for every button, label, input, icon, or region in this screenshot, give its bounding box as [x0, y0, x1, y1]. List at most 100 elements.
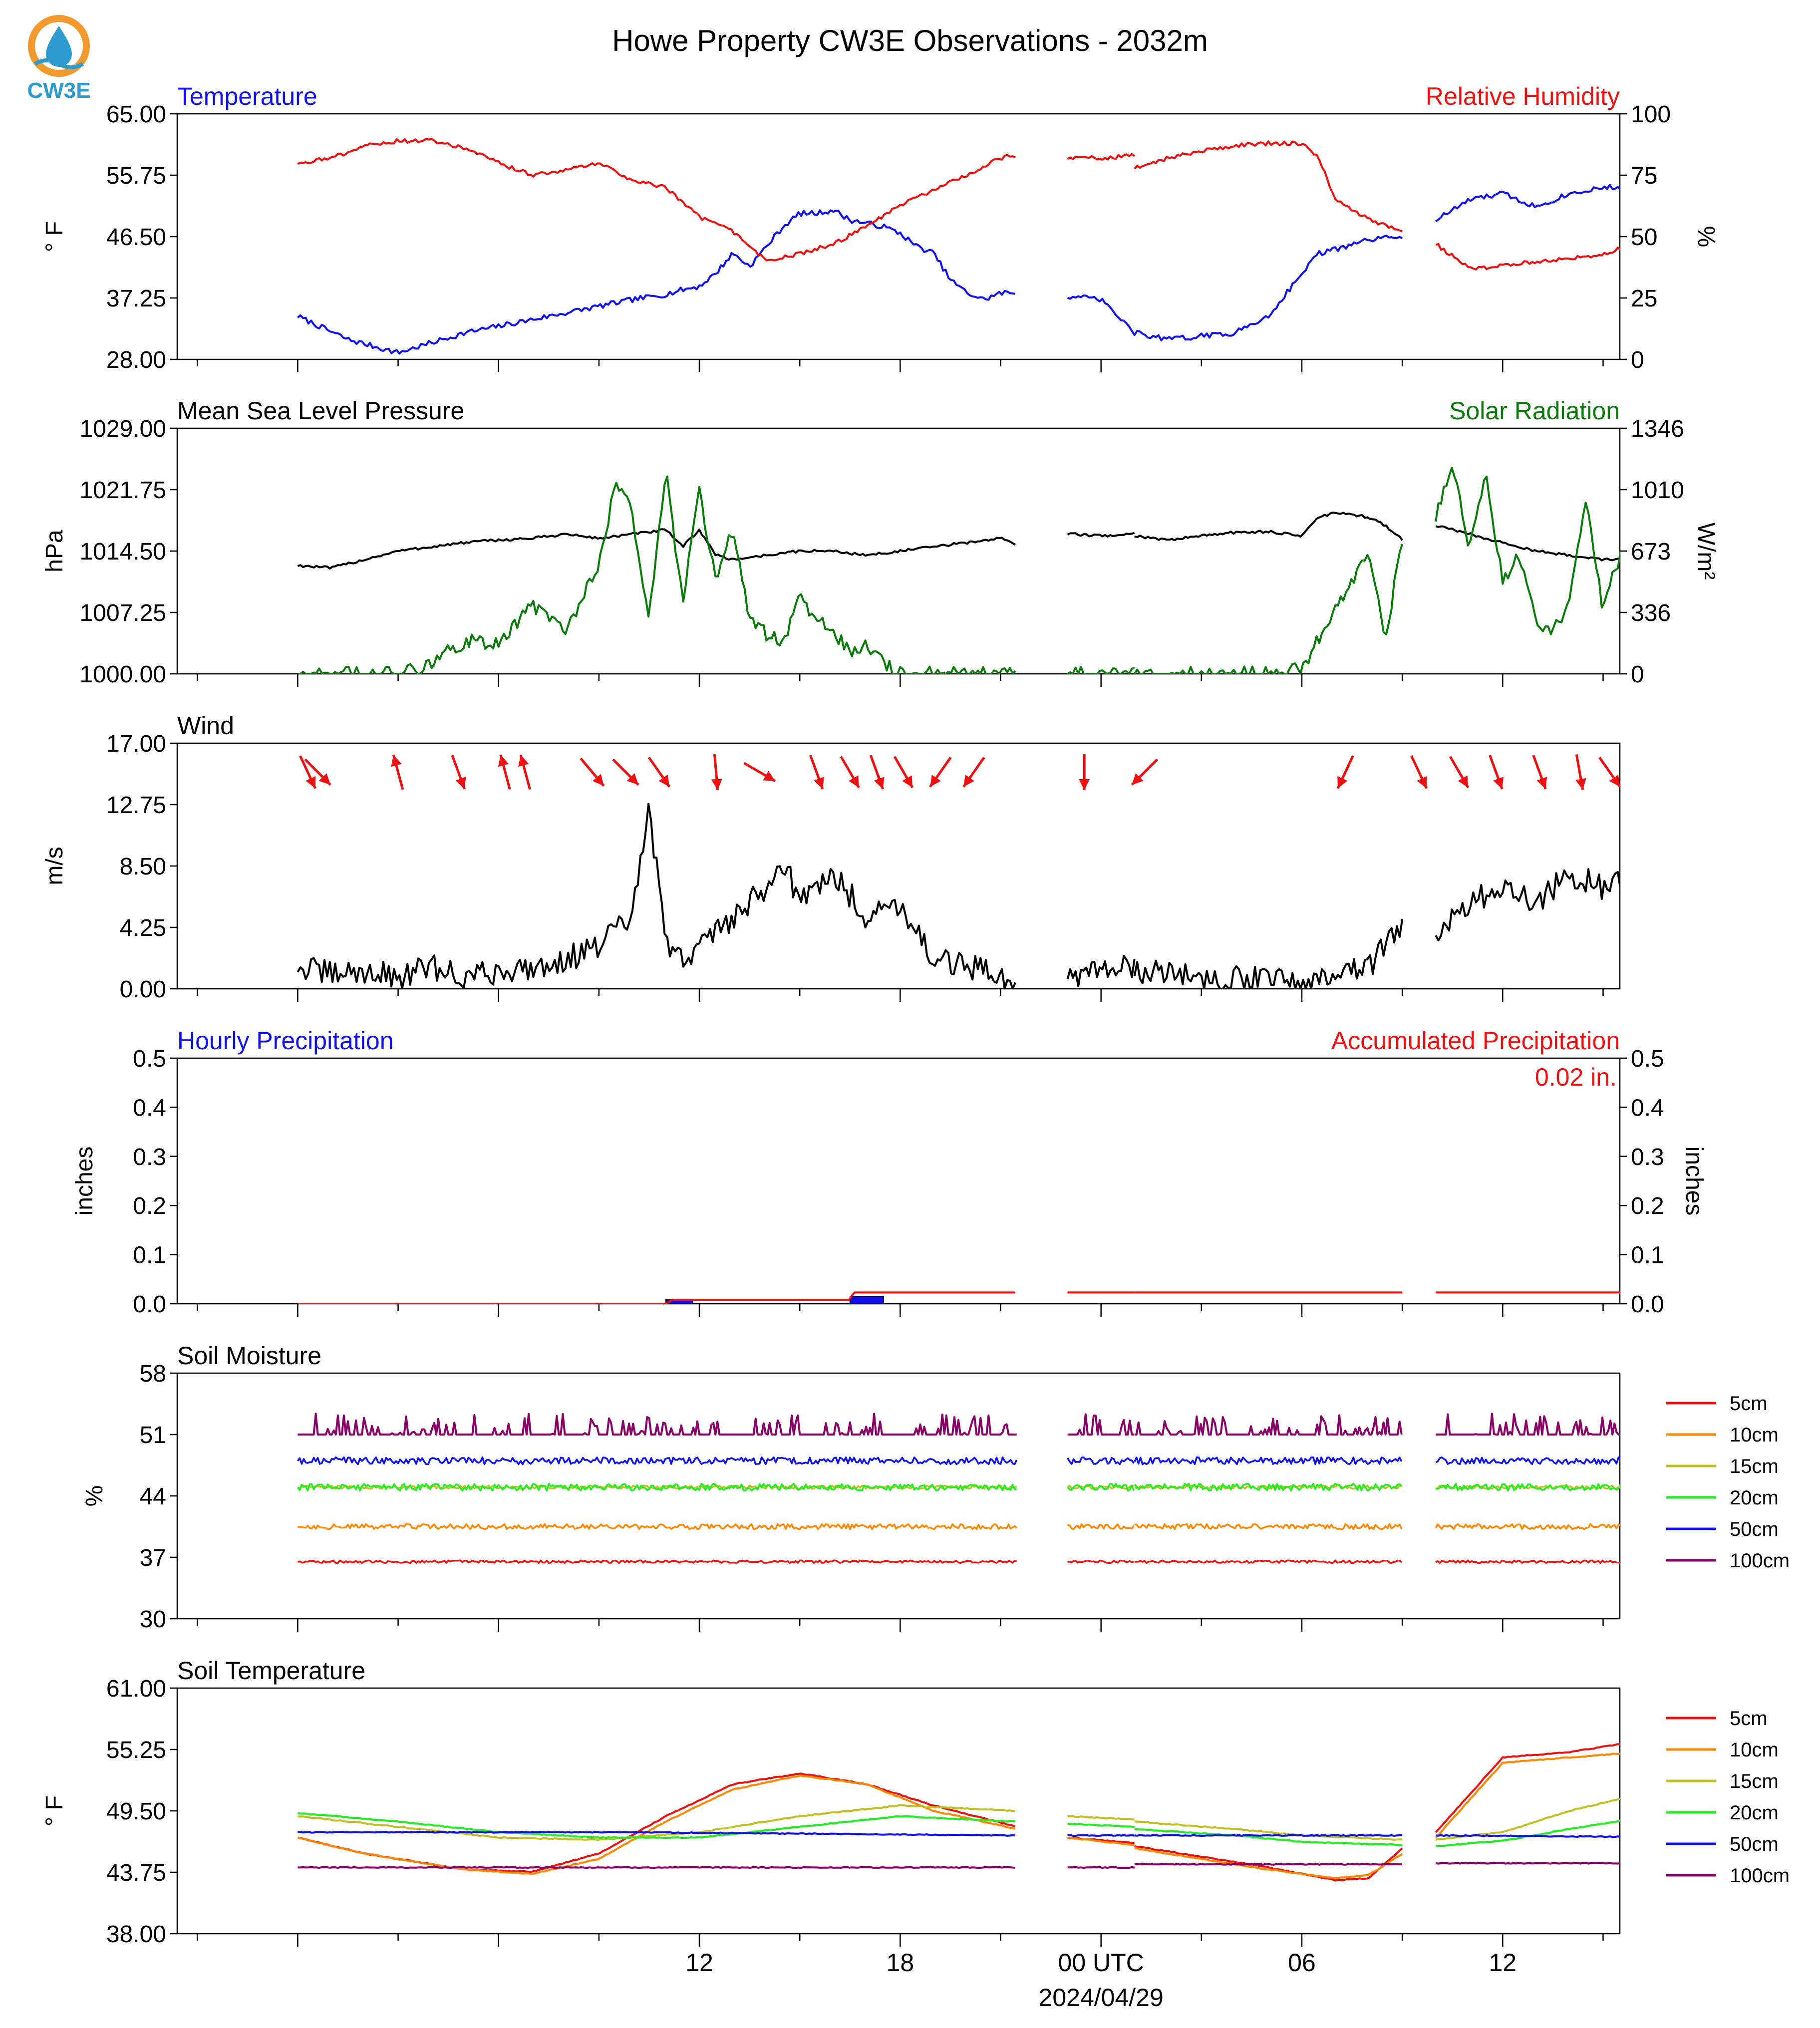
y-tick-label: 28.00 [106, 347, 166, 373]
legend-label: 15cm [1730, 1770, 1779, 1792]
y-right-tick-label: 25 [1631, 286, 1657, 312]
y-right-tick-label: 1010 [1631, 477, 1684, 504]
y-axis-label: hPa [41, 530, 68, 573]
series-line [1067, 153, 1135, 161]
y-right-tick-label: 0.2 [1631, 1193, 1664, 1219]
series-line [1134, 1834, 1403, 1837]
series-line [1435, 243, 1620, 271]
plot-area [298, 1291, 1620, 1304]
y-tick-label: 38.00 [106, 1921, 166, 1948]
wind-arrow-head [626, 773, 638, 785]
y-right-tick-label: 1346 [1631, 416, 1684, 442]
series-line [297, 1812, 1016, 1839]
panel-left-title: Temperature [177, 82, 317, 110]
wind-arrow-head [1417, 776, 1427, 789]
plot-area [297, 1413, 1620, 1564]
series-line [1067, 1836, 1135, 1846]
wind-arrow [962, 756, 985, 788]
y-right-tick-label: 0 [1631, 347, 1644, 373]
wind-arrow-shaft [1661, 757, 1679, 788]
series-line [297, 1482, 1017, 1492]
y-tick-label: 55.25 [106, 1737, 166, 1763]
y-tick-label: 12.75 [106, 792, 166, 819]
wind-arrow-head [874, 777, 885, 789]
series-line [1435, 1752, 1620, 1838]
wind-arrow [1449, 756, 1470, 789]
wind-arrow [1575, 754, 1586, 790]
series-line [1134, 1845, 1403, 1882]
y-tick-label: 49.50 [106, 1798, 166, 1825]
y-tick-label: 0.5 [133, 1046, 166, 1072]
series-line [1134, 1456, 1403, 1465]
legend-label: 100cm [1730, 1550, 1790, 1572]
series-line [298, 1523, 1017, 1530]
x-tick-label: 00 UTC [1058, 1949, 1144, 1977]
y-tick-label: 0.00 [120, 976, 166, 1003]
series-line [1134, 140, 1403, 233]
wind-arrow [1336, 755, 1354, 789]
series-line [1134, 511, 1403, 542]
series-line [1435, 525, 1620, 562]
plot-area [297, 467, 1620, 674]
panel-right-title: Solar Radiation [1449, 397, 1620, 425]
y-tick-label: 37.25 [106, 286, 166, 312]
series-line [1134, 1863, 1403, 1866]
series-line [297, 528, 1016, 570]
y-tick-label: 46.50 [106, 224, 166, 251]
series-line [1134, 544, 1404, 674]
series-line [1066, 955, 1136, 987]
wind-arrow [711, 754, 722, 790]
panel-left-title: Hourly Precipitation [177, 1027, 394, 1055]
y-tick-label: 4.25 [120, 915, 166, 941]
series-line [1435, 467, 1620, 635]
plot-frame [176, 742, 1621, 990]
wind-arrow [391, 754, 404, 790]
series-line [1436, 1834, 1620, 1838]
legend-label: 20cm [1730, 1802, 1779, 1824]
y-axis-label: ° F [41, 221, 68, 252]
wind-arrow [1661, 757, 1679, 788]
plot-area [297, 1743, 1620, 1882]
y-right-tick-label: 0 [1631, 661, 1644, 688]
panel-soil_temperature: 61.00 55.25 49.50 43.75 38.00 Soil Temperatur… [41, 1657, 1790, 1948]
wind-arrow-head [1609, 775, 1620, 787]
legend-label: 50cm [1730, 1518, 1779, 1540]
series-line [1134, 1559, 1402, 1564]
series-line [1435, 1862, 1620, 1865]
y-tick-label: 37 [140, 1545, 166, 1571]
y-right-axis-label: inches [1681, 1147, 1707, 1216]
series-line [1436, 1413, 1620, 1436]
y-right-tick-label: 50 [1631, 224, 1657, 251]
y-tick-label: 43.75 [106, 1860, 166, 1886]
y-tick-label: 1007.25 [79, 600, 166, 626]
panel-wind: 17.00 12.75 8.50 4.25 0.00 Wind m/s [41, 712, 1679, 1003]
wind-arrow [893, 756, 914, 789]
wind-arrow-head [593, 774, 604, 786]
wind-arrow [299, 755, 316, 789]
y-tick-label: 51 [140, 1422, 166, 1449]
wind-arrow-head [305, 776, 316, 789]
series-line [1067, 1456, 1135, 1465]
series-line [1435, 1559, 1620, 1564]
plot-frame [176, 113, 1621, 360]
y-tick-label: 0.2 [133, 1193, 166, 1219]
series-line [298, 1866, 1016, 1869]
panel-left-title: Soil Moisture [177, 1342, 321, 1370]
plot-frame [176, 1057, 1621, 1305]
legend-label: 20cm [1730, 1487, 1779, 1509]
wind-arrow-head [498, 755, 509, 767]
legend-label: 15cm [1730, 1455, 1779, 1477]
wind-arrow [1489, 755, 1504, 790]
y-right-axis-label: % [1693, 226, 1719, 248]
legend-label: 100cm [1730, 1865, 1790, 1887]
y-axis-label: m/s [41, 847, 68, 885]
y-tick-label: 58 [140, 1361, 166, 1387]
series-line [1067, 1834, 1135, 1837]
wind-arrow [304, 758, 331, 786]
wind-arrow-head [1493, 777, 1504, 789]
y-right-tick-label: 0.3 [1631, 1144, 1664, 1170]
legend-label: 10cm [1730, 1739, 1779, 1761]
y-tick-label: 0.4 [133, 1095, 166, 1121]
series-line [1067, 1482, 1135, 1492]
legend: 5cm 10cm 15cm 20cm 50cm 100cm [1666, 1393, 1790, 1572]
